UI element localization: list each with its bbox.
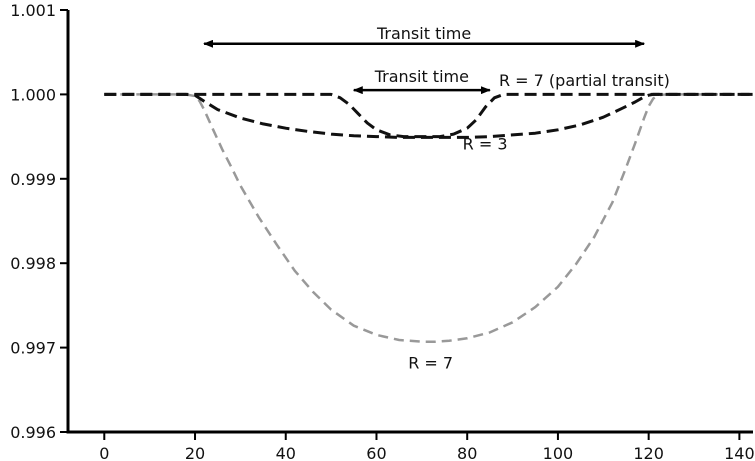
x-tick-label: 100 [543, 444, 574, 461]
y-tick-label: 1.000 [10, 85, 56, 104]
r7-partial-transit-label: R = 7 (partial transit) [499, 71, 670, 90]
r7-partial-transit-line [104, 92, 753, 139]
y-tick-label: 0.998 [10, 254, 56, 273]
x-tick-label: 140 [724, 444, 755, 461]
x-tick-label: 60 [366, 444, 386, 461]
transit-time-label: Transit time [376, 24, 471, 43]
annotation-layer: Transit time Transit time R = 7 (partial… [203, 24, 670, 373]
series-layer [104, 92, 753, 343]
y-tick-label: 0.999 [10, 170, 56, 189]
tick-layer: 1.001 1.000 0.999 0.998 0.997 0.996 0 20 40 60 80 1… [10, 1, 754, 461]
partial-transit-time-label: Transit time [374, 67, 469, 86]
y-tick-label: 1.001 [10, 1, 56, 20]
x-tick-label: 20 [185, 444, 205, 461]
x-tick-label: 40 [276, 444, 296, 461]
y-tick-label: 0.996 [10, 423, 56, 442]
axis-layer [66, 10, 753, 434]
x-tick-label: 80 [457, 444, 477, 461]
x-tick-label: 0 [99, 444, 109, 461]
y-tick-label: 0.997 [10, 339, 56, 358]
r3-curve-label: R = 3 [463, 134, 508, 153]
x-tick-label: 120 [633, 444, 664, 461]
r3-transit-line [104, 92, 753, 139]
r7-full-transit-line [104, 93, 753, 343]
r7-curve-label: R = 7 [408, 354, 453, 373]
